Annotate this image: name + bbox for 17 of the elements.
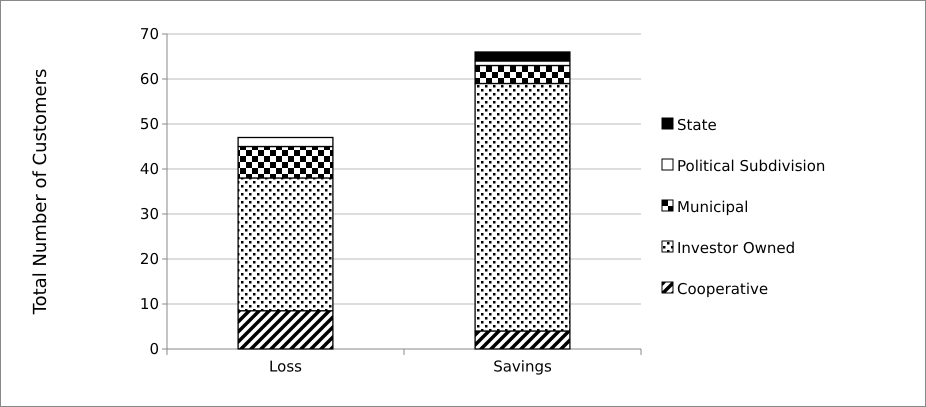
y-tick-label: 40: [140, 160, 159, 178]
legend-label: Municipal: [677, 198, 748, 216]
y-tick-label: 20: [140, 250, 159, 268]
y-tick-label: 0: [149, 340, 159, 358]
y-axis-title: Total Number of Customers: [30, 68, 51, 316]
y-tick-label: 10: [140, 294, 159, 313]
legend-label: Political Subdivision: [677, 157, 826, 175]
legend-label: State: [677, 116, 717, 134]
legend-label: Investor Owned: [677, 239, 796, 257]
y-tick-label: 30: [140, 204, 159, 223]
y-tick-label: 60: [140, 70, 159, 88]
x-tick-label: Savings: [493, 358, 552, 376]
bar: [474, 51, 571, 62]
y-tick-label: 50: [140, 114, 159, 133]
y-tick-label: 70: [140, 24, 159, 43]
x-tick-label: Loss: [269, 358, 302, 376]
legend-label: Cooperative: [677, 280, 768, 298]
